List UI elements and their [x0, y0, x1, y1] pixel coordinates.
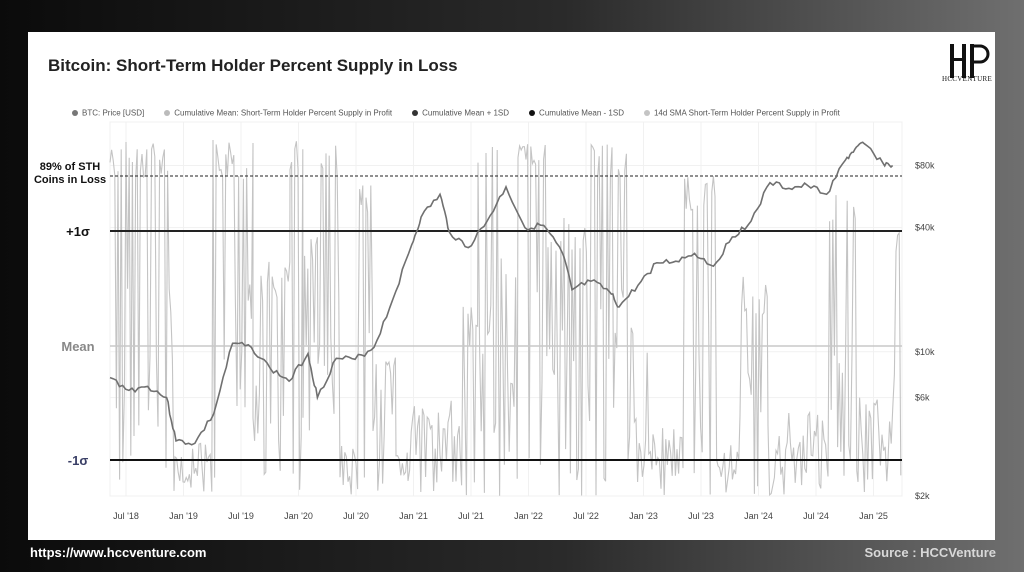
y-right-tick-label: $40k [915, 223, 935, 233]
legend-dot-icon [72, 109, 78, 116]
y-right-tick-label: $2k [915, 491, 930, 501]
y-right-tick-label: $10k [915, 347, 935, 357]
legend-label: 14d SMA Short-Term Holder Percent Supply… [653, 108, 840, 118]
annotation-89pct: 89% of STH Coins in Loss [34, 161, 106, 186]
x-tick-label: Jan '20 [284, 511, 313, 521]
y-right-tick-label: $6k [915, 393, 930, 403]
chart-card: Bitcoin: Short-Term Holder Percent Suppl… [28, 32, 995, 540]
x-tick-label: Jul '21 [458, 511, 484, 521]
footer-url[interactable]: https://www.hccventure.com [30, 545, 207, 560]
annotation-mean: Mean [61, 339, 94, 354]
sth-supply-sma-line [109, 139, 902, 497]
legend-item-0[interactable]: BTC: Price [USD] [72, 108, 144, 117]
x-tick-label: Jul '19 [228, 511, 254, 521]
x-tick-label: Jan '22 [514, 511, 543, 521]
legend-item-1[interactable]: Cumulative Mean: Short-Term Holder Perce… [164, 108, 392, 117]
legend-label: BTC: Price [USD] [82, 108, 145, 118]
x-tick-label: Jul '18 [113, 511, 139, 521]
footer-source: Source : HCCVenture [864, 545, 996, 560]
legend-item-2[interactable]: Cumulative Mean + 1SD [412, 108, 509, 117]
legend-dot-icon [412, 109, 419, 116]
x-tick-label: Jan '25 [859, 511, 888, 521]
legend-dot-icon [164, 109, 171, 116]
annotation-minus-1sigma: -1σ [68, 453, 89, 468]
x-tick-label: Jul '20 [343, 511, 369, 521]
x-tick-label: Jan '21 [399, 511, 428, 521]
annotation-plus-1sigma: +1σ [66, 224, 90, 239]
x-tick-label: Jul '22 [573, 511, 599, 521]
hccventure-logo [950, 44, 990, 78]
chart-plot: Jul '18 Jan '19 Jul '19 Jan '20 Jul '20 Jan '… [34, 121, 935, 521]
chart-title: Bitcoin: Short-Term Holder Percent Suppl… [48, 56, 458, 75]
x-tick-label: Jan '24 [744, 511, 773, 521]
x-tick-label: Jan '19 [169, 511, 198, 521]
legend-item-3[interactable]: Cumulative Mean - 1SD [529, 108, 624, 117]
legend-label: Cumulative Mean - 1SD [539, 108, 624, 118]
legend-item-4[interactable]: 14d SMA Short-Term Holder Percent Supply… [643, 108, 840, 118]
logo-text: HCCVENTURE [941, 75, 993, 83]
y-right-tick-label: $80k [915, 160, 935, 170]
legend-dot-icon [529, 109, 536, 116]
chart-legend: BTC: Price [USD] Cumulative Mean: Short-T… [72, 108, 860, 122]
x-tick-label: Jan '23 [629, 511, 658, 521]
legend-label: Cumulative Mean + 1SD [422, 108, 510, 118]
legend-dot-icon [643, 109, 650, 116]
btc-price-line [109, 141, 894, 446]
x-tick-label: Jul '24 [803, 511, 829, 521]
x-tick-label: Jul '23 [688, 511, 714, 521]
legend-label: Cumulative Mean: Short-Term Holder Perce… [174, 108, 393, 118]
